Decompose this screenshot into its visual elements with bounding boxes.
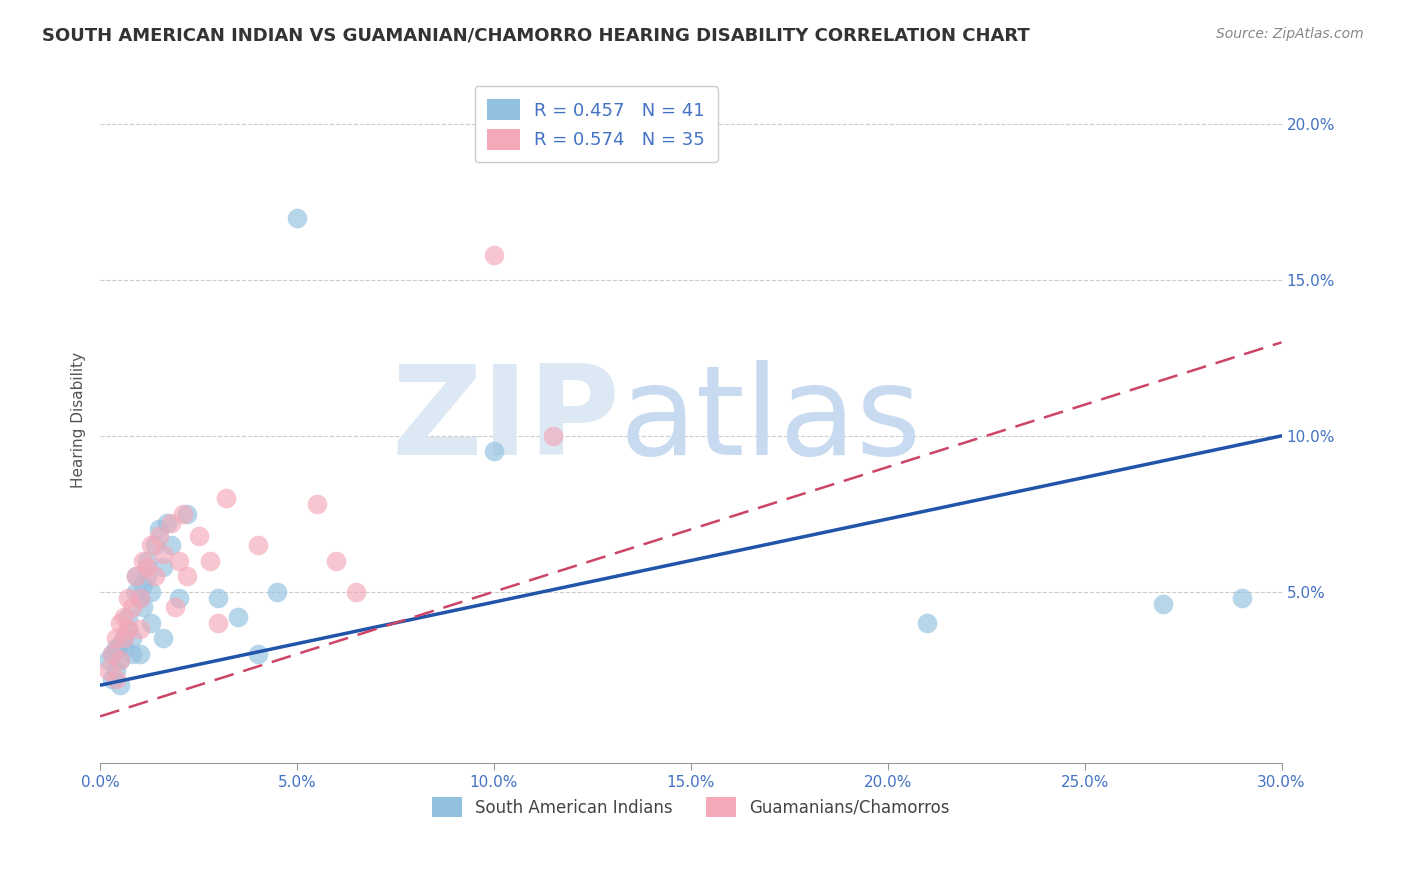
Point — [266, 584, 288, 599]
Point — [136, 569, 159, 583]
Point — [160, 538, 183, 552]
Point — [226, 609, 249, 624]
Point — [152, 559, 174, 574]
Point — [104, 632, 127, 646]
Point — [143, 569, 166, 583]
Point — [915, 615, 938, 630]
Point — [148, 528, 170, 542]
Point — [187, 528, 209, 542]
Point — [117, 622, 139, 636]
Point — [152, 547, 174, 561]
Point — [152, 632, 174, 646]
Point — [156, 516, 179, 530]
Point — [246, 647, 269, 661]
Point — [128, 647, 150, 661]
Point — [117, 622, 139, 636]
Point — [136, 559, 159, 574]
Point — [108, 615, 131, 630]
Point — [200, 553, 222, 567]
Point — [128, 622, 150, 636]
Point — [132, 578, 155, 592]
Point — [172, 507, 194, 521]
Point — [108, 653, 131, 667]
Point — [215, 491, 238, 506]
Point — [143, 538, 166, 552]
Point — [176, 569, 198, 583]
Point — [112, 609, 135, 624]
Point — [108, 678, 131, 692]
Point — [101, 647, 124, 661]
Point — [117, 591, 139, 605]
Point — [121, 600, 143, 615]
Y-axis label: Hearing Disability: Hearing Disability — [72, 352, 86, 488]
Point — [104, 663, 127, 677]
Point — [141, 538, 163, 552]
Point — [541, 429, 564, 443]
Point — [128, 591, 150, 605]
Point — [344, 584, 367, 599]
Text: atlas: atlas — [620, 359, 922, 481]
Point — [121, 647, 143, 661]
Point — [101, 647, 124, 661]
Point — [108, 638, 131, 652]
Point — [112, 632, 135, 646]
Point — [124, 569, 146, 583]
Point — [207, 591, 229, 605]
Point — [97, 653, 120, 667]
Point — [136, 553, 159, 567]
Point — [101, 672, 124, 686]
Point — [163, 600, 186, 615]
Point — [207, 615, 229, 630]
Point — [124, 584, 146, 599]
Point — [1230, 591, 1253, 605]
Point — [104, 672, 127, 686]
Point — [305, 498, 328, 512]
Point — [285, 211, 308, 225]
Point — [148, 522, 170, 536]
Point — [141, 615, 163, 630]
Point — [141, 584, 163, 599]
Point — [325, 553, 347, 567]
Point — [167, 591, 190, 605]
Point — [112, 632, 135, 646]
Point — [97, 663, 120, 677]
Point — [104, 640, 127, 655]
Legend: South American Indians, Guamanians/Chamorros: South American Indians, Guamanians/Chamo… — [425, 791, 956, 823]
Point — [132, 553, 155, 567]
Point — [1152, 597, 1174, 611]
Point — [128, 591, 150, 605]
Point — [132, 600, 155, 615]
Point — [108, 653, 131, 667]
Point — [121, 632, 143, 646]
Point — [160, 516, 183, 530]
Point — [112, 640, 135, 655]
Text: ZIP: ZIP — [391, 359, 620, 481]
Point — [117, 609, 139, 624]
Point — [124, 569, 146, 583]
Point — [167, 553, 190, 567]
Point — [246, 538, 269, 552]
Text: SOUTH AMERICAN INDIAN VS GUAMANIAN/CHAMORRO HEARING DISABILITY CORRELATION CHART: SOUTH AMERICAN INDIAN VS GUAMANIAN/CHAMO… — [42, 27, 1031, 45]
Text: Source: ZipAtlas.com: Source: ZipAtlas.com — [1216, 27, 1364, 41]
Point — [176, 507, 198, 521]
Point — [482, 444, 505, 458]
Point — [482, 248, 505, 262]
